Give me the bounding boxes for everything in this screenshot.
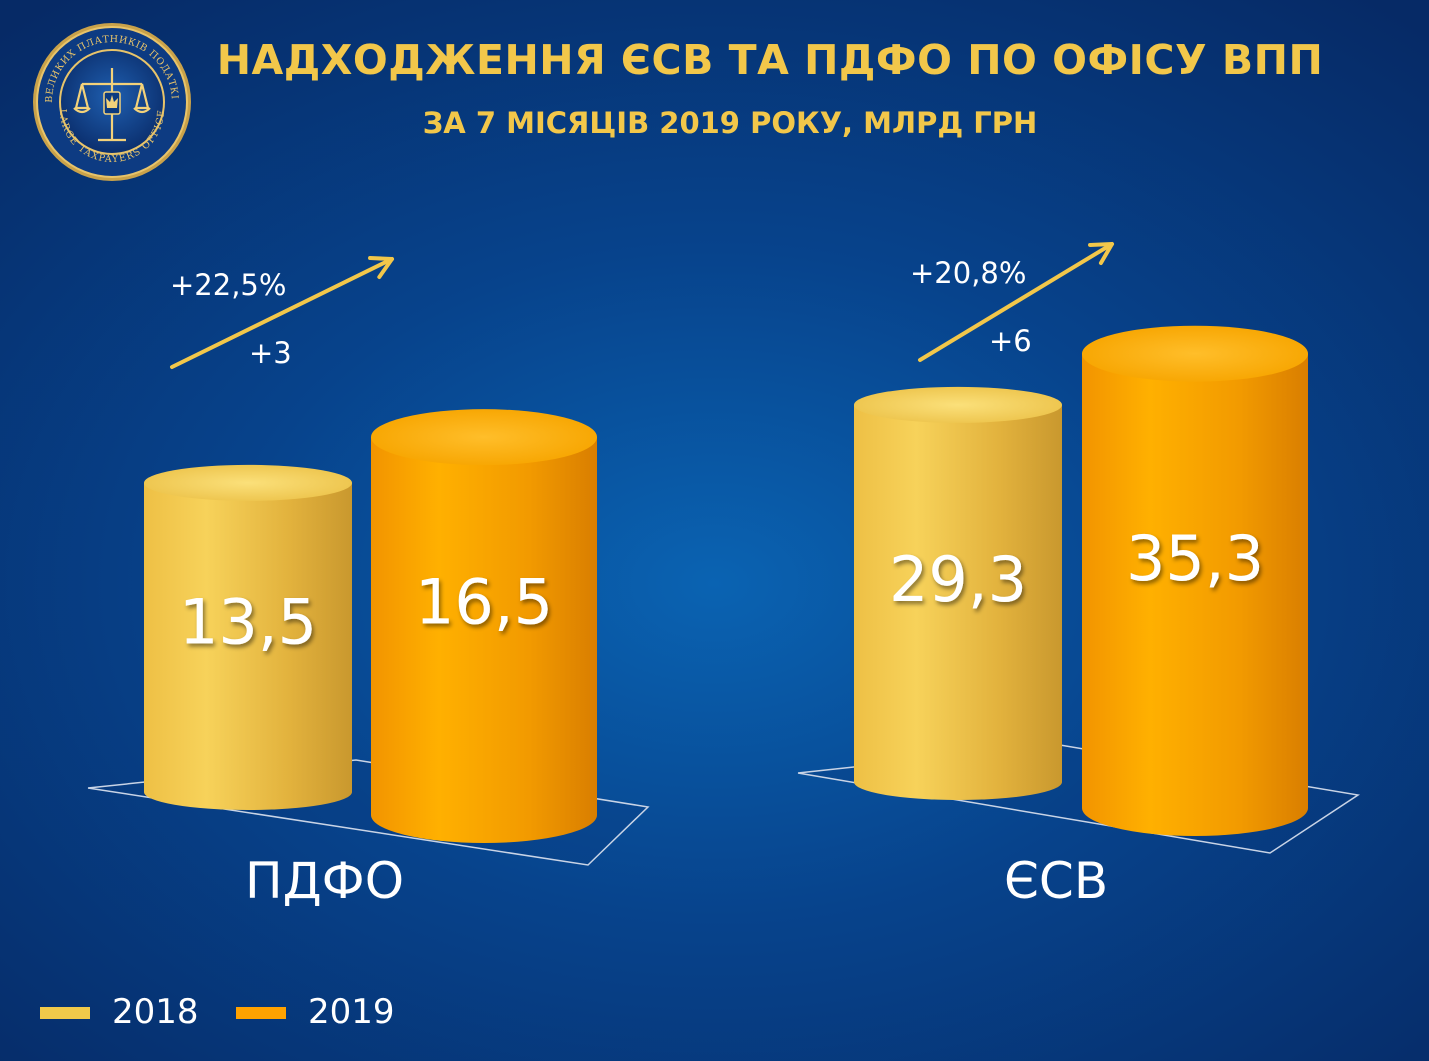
bar-2018-1: 29,3 xyxy=(854,386,1062,800)
large-taxpayers-office-logo: ОФІС ВЕЛИКИХ ПЛАТНИКІВ ПОДАТКІВ ДФС LARG… xyxy=(30,20,191,181)
trident-icon xyxy=(103,91,121,115)
bar-value-label: 29,3 xyxy=(889,543,1027,616)
bar-2018-0: 13,5 xyxy=(144,464,352,810)
cylinder-body xyxy=(371,437,597,843)
category-label-pdfo: ПДФО xyxy=(245,852,405,910)
legend-swatch-2018 xyxy=(40,1007,90,1019)
page-subtitle: ЗА 7 МІСЯЦІВ 2019 РОКУ, МЛРД ГРН xyxy=(422,106,1038,140)
cylinder-body xyxy=(144,482,352,810)
cylinder-body xyxy=(854,404,1062,800)
bar-value-label: 16,5 xyxy=(415,566,553,639)
bar-2019-1: 35,3 xyxy=(1082,325,1308,836)
bar-2019-0: 16,5 xyxy=(371,409,597,843)
esv-percent-change: +20,8% xyxy=(910,256,1027,290)
scales-icon xyxy=(73,68,151,142)
esv-absolute-change: +6 xyxy=(989,324,1032,358)
pdfo-percent-change: +22,5% xyxy=(170,268,287,302)
cylinder-body xyxy=(1082,353,1308,836)
cylinder-top xyxy=(144,464,352,501)
bar-value-label: 35,3 xyxy=(1126,522,1264,595)
growth-arrow-0 xyxy=(170,256,394,369)
cylinder-top xyxy=(854,386,1062,423)
arrow-head-icon xyxy=(368,256,394,279)
cylinder-top xyxy=(1082,325,1308,382)
cylinder-top xyxy=(371,409,597,466)
page-title: НАДХОДЖЕННЯ ЄСВ ТА ПДФО ПО ОФІСУ ВПП xyxy=(216,36,1324,84)
category-label-esv: ЄСВ xyxy=(1004,852,1109,910)
arrow-head-icon xyxy=(1088,242,1114,266)
pdfo-absolute-change: +3 xyxy=(249,336,292,370)
legend-label-2019: 2019 xyxy=(308,992,395,1032)
legend-label-2018: 2018 xyxy=(112,992,199,1032)
bar-value-label: 13,5 xyxy=(179,586,317,659)
legend-swatch-2019 xyxy=(236,1007,286,1019)
growth-arrow-1 xyxy=(918,242,1114,362)
